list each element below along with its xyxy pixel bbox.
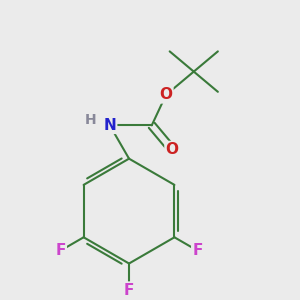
- Text: F: F: [192, 243, 203, 258]
- Text: H: H: [84, 113, 96, 128]
- Text: F: F: [56, 243, 66, 258]
- Text: O: O: [159, 88, 172, 103]
- Text: N: N: [103, 118, 116, 133]
- Text: O: O: [166, 142, 178, 157]
- Text: F: F: [124, 283, 134, 298]
